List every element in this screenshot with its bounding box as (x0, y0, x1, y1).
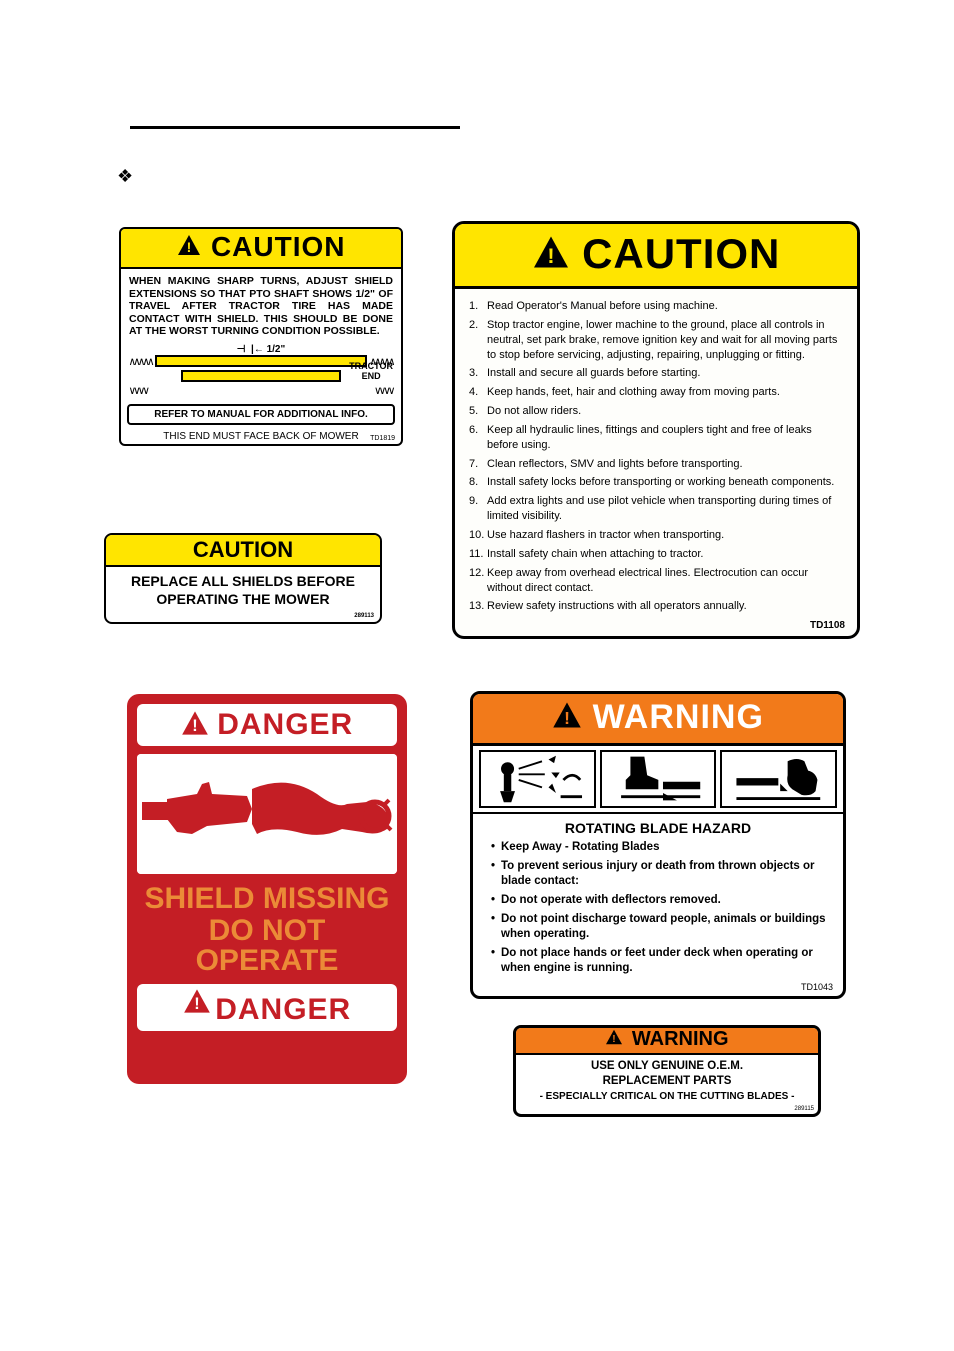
thrown-object-icon (479, 750, 596, 808)
caution-list-items: 1.Read Operator's Manual before using ma… (455, 289, 857, 636)
caution-list-item: 2.Stop tractor engine, lower machine to … (469, 318, 843, 363)
warning-oem-line1: USE ONLY GENUINE O.E.M. (591, 1060, 743, 1072)
caution-replace-code: 289113 (354, 613, 374, 621)
caution-list-item: 9.Add extra lights and use pilot vehicle… (469, 494, 843, 524)
svg-text:!: ! (564, 708, 570, 728)
warning-oem-title: WARNING (632, 1028, 729, 1050)
alert-triangle-icon: ! (605, 1029, 623, 1050)
danger-title-bottom: DANGER (215, 993, 351, 1026)
caution-list-code: TD1108 (810, 619, 845, 633)
warning-blade-item: Do not operate with deflectors removed. (491, 893, 827, 908)
alert-triangle-icon: ! (532, 235, 570, 274)
caution-replace-line1: REPLACE ALL SHIELDS BEFORE (131, 573, 355, 589)
warning-oem-header: ! WARNING (516, 1028, 818, 1055)
caution-pto-title: CAUTION (211, 231, 346, 262)
hand-blade-icon (720, 750, 837, 808)
danger-title-top: DANGER (217, 708, 353, 741)
warning-blade-item: To prevent serious injury or death from … (491, 859, 827, 889)
warning-blade-code: TD1043 (801, 982, 833, 994)
face-back-label: THIS END MUST FACE BACK OF MOWER (163, 431, 358, 442)
alert-triangle-icon: ! (183, 1001, 215, 1018)
danger-shield-label: ! DANGER SHIELD MISSING DO NOT OPERATE !… (127, 694, 407, 1084)
face-back-text: THIS END MUST FACE BACK OF MOWER TD1819 (121, 427, 401, 444)
warning-oem-code: 289115 (794, 1106, 814, 1114)
warning-blade-pictograms (473, 746, 843, 814)
warning-blade-items: Keep Away - Rotating Blades To prevent se… (473, 838, 843, 996)
caution-list-item: 7.Clean reflectors, SMV and lights befor… (469, 457, 843, 472)
caution-pto-code: TD1819 (370, 435, 395, 442)
warning-blade-subheader: ROTATING BLADE HAZARD (473, 814, 843, 838)
svg-text:!: ! (186, 239, 191, 255)
danger-line1: SHIELD MISSING (137, 884, 397, 914)
caution-list-title: CAUTION (582, 230, 780, 277)
alert-triangle-icon: ! (552, 701, 582, 734)
alert-triangle-icon: ! (181, 710, 209, 741)
danger-line2: DO NOT OPERATE (137, 916, 397, 976)
danger-message: SHIELD MISSING DO NOT OPERATE (137, 884, 397, 976)
svg-text:!: ! (192, 717, 197, 735)
caution-replace-body: REPLACE ALL SHIELDS BEFORE OPERATING THE… (106, 567, 380, 622)
warning-blade-item: Keep Away - Rotating Blades (491, 840, 827, 855)
caution-list-item: 1.Read Operator's Manual before using ma… (469, 299, 843, 314)
danger-header-bottom: ! DANGER (137, 984, 397, 1031)
tractor-end-label: TRACTOREND (349, 362, 393, 382)
caution-list-item: 5.Do not allow riders. (469, 404, 843, 419)
warning-blade-header: ! WARNING (473, 694, 843, 746)
refer-manual-box: REFER TO MANUAL FOR ADDITIONAL INFO. (127, 404, 395, 425)
caution-list-item: 3.Install and secure all guards before s… (469, 366, 843, 381)
pto-dim: 1/2" (267, 344, 286, 355)
caution-list-item: 8.Install safety locks before transporti… (469, 475, 843, 490)
caution-list-item: 6.Keep all hydraulic lines, fittings and… (469, 423, 843, 453)
caution-list-label: ! CAUTION 1.Read Operator's Manual befor… (452, 221, 860, 639)
alert-triangle-icon: ! (177, 234, 201, 261)
caution-list-item: 11.Install safety chain when attaching t… (469, 547, 843, 562)
caution-list-item: 10.Use hazard flashers in tractor when t… (469, 528, 843, 543)
diamond-bullet-icon: ❖ (117, 166, 133, 187)
caution-replace-header: CAUTION (106, 535, 380, 567)
caution-replace-line2: OPERATING THE MOWER (156, 591, 329, 607)
warning-oem-body: USE ONLY GENUINE O.E.M. REPLACEMENT PART… (516, 1055, 818, 1114)
hand-entanglement-icon (137, 754, 397, 874)
svg-text:!: ! (613, 1034, 616, 1045)
caution-pto-body: WHEN MAKING SHARP TURNS, ADJUST SHIELD E… (121, 269, 401, 342)
warning-oem-line3: - ESPECIALLY CRITICAL ON THE CUTTING BLA… (540, 1091, 795, 1102)
pto-shaft-diagram: ⊣ |← 1/2" ∧∧∧∧∧ ∧∧∧∧∧ ∨∨∨∨ ∨∨∨∨ TRACTORE… (121, 342, 401, 402)
caution-replace-label: CAUTION REPLACE ALL SHIELDS BEFORE OPERA… (104, 533, 382, 624)
warning-oem-line2: REPLACEMENT PARTS (603, 1075, 732, 1087)
svg-text:!: ! (194, 995, 199, 1013)
warning-blade-item: Do not point discharge toward people, an… (491, 912, 827, 942)
warning-blade-title: WARNING (593, 698, 764, 736)
header-rule (130, 126, 460, 129)
caution-list-item: 13.Review safety instructions with all o… (469, 599, 843, 614)
foot-blade-icon (600, 750, 717, 808)
caution-list-item: 12.Keep away from overhead electrical li… (469, 566, 843, 596)
danger-header-top: ! DANGER (137, 704, 397, 746)
caution-pto-header: ! CAUTION (121, 229, 401, 269)
svg-text:!: ! (547, 242, 554, 267)
caution-list-header: ! CAUTION (455, 224, 857, 289)
caution-pto-label: ! CAUTION WHEN MAKING SHARP TURNS, ADJUS… (119, 227, 403, 446)
warning-blade-item: Do not place hands or feet under deck wh… (491, 946, 827, 976)
warning-blade-label: ! WARNING (470, 691, 846, 999)
caution-list-item: 4.Keep hands, feet, hair and clothing aw… (469, 385, 843, 400)
warning-oem-label: ! WARNING USE ONLY GENUINE O.E.M. REPLAC… (513, 1025, 821, 1117)
